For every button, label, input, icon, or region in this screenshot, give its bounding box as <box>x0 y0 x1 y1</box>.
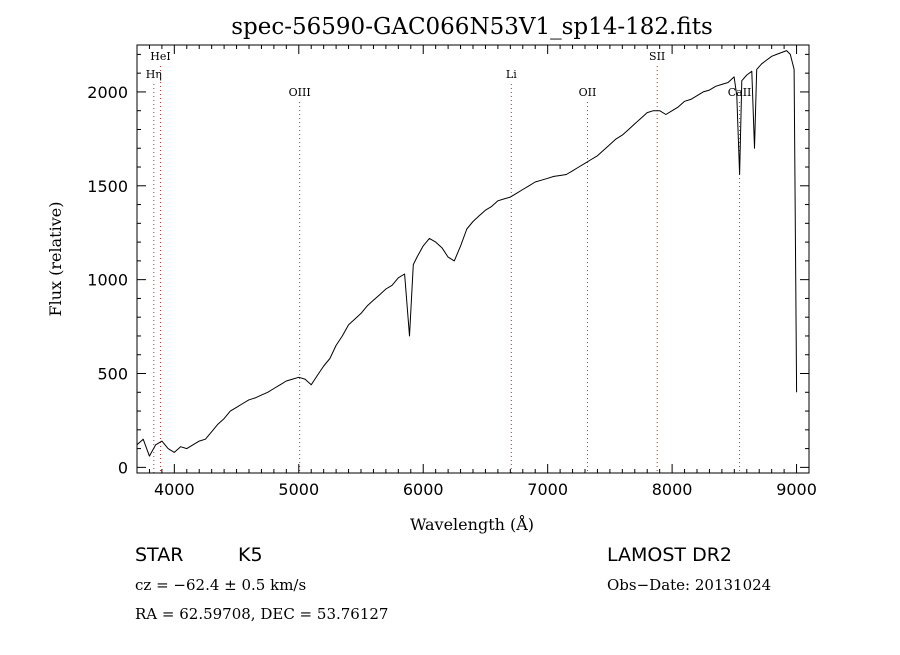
y-tick-label: 1500 <box>87 177 128 196</box>
emission-line-markers: HeI Hη OIII Li OII SII CaII <box>146 50 752 473</box>
chart-title: spec-56590-GAC066N53V1_sp14-182.fits <box>231 14 713 40</box>
plot-frame <box>136 44 810 474</box>
spectrum-series-line <box>136 50 798 457</box>
y-tick-label: 1000 <box>87 271 128 290</box>
x-tick-label: 8000 <box>652 480 693 499</box>
x-tick-label: 5000 <box>278 480 319 499</box>
series-group <box>136 50 798 457</box>
subclass: K5 <box>238 544 263 566</box>
y-axis-label: Flux (relative) <box>46 202 65 317</box>
redshift-velocity: cz = −62.4 ± 0.5 km/s <box>135 576 306 594</box>
line-marker-label: Hη <box>146 68 162 81</box>
line-marker-label: CaII <box>728 86 752 99</box>
line-marker-label: OII <box>579 86 597 99</box>
object-type: STAR <box>135 544 183 566</box>
x-tick-label: 7000 <box>527 480 568 499</box>
x-tick-label: 4000 <box>154 480 195 499</box>
survey-name: LAMOST DR2 <box>607 544 732 566</box>
line-marker-label: Li <box>506 68 517 81</box>
y-tick-label: 0 <box>118 458 128 477</box>
y-tick-label: 500 <box>97 365 128 384</box>
observation-date: Obs−Date: 20131024 <box>607 576 771 594</box>
y-tick-label: 2000 <box>87 83 128 102</box>
line-marker-label: OIII <box>289 86 311 99</box>
x-tick-label: 9000 <box>776 480 817 499</box>
x-axis-label: Wavelength (Å) <box>410 514 534 534</box>
coordinates: RA = 62.59708, DEC = 53.76127 <box>135 605 388 623</box>
axis-ticks: 4000 5000 6000 7000 8000 9000 0 500 1000 1500 2000 <box>87 45 817 499</box>
line-marker-label: HeI <box>150 50 170 63</box>
x-tick-label: 6000 <box>403 480 444 499</box>
line-marker-label: SII <box>649 50 665 63</box>
